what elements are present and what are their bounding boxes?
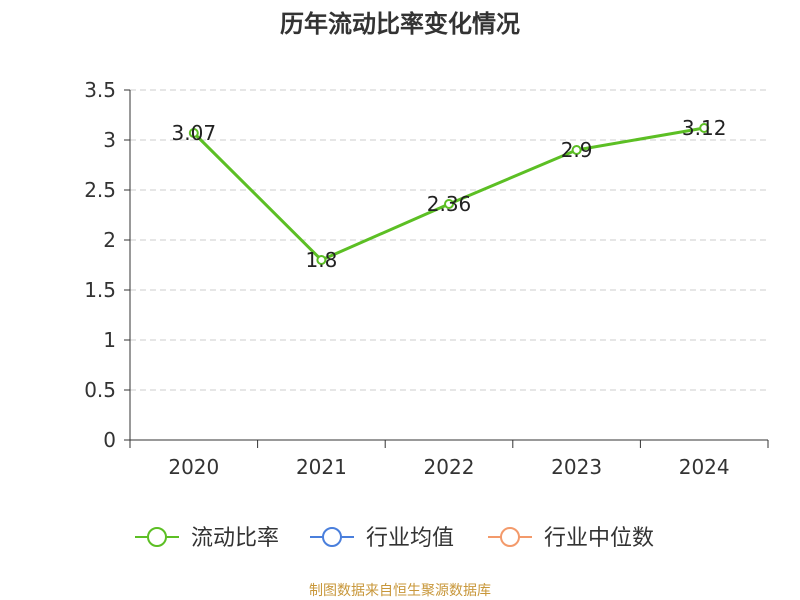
data-point bbox=[699, 123, 710, 133]
axes: 0 0.5 1 1.5 2 2.5 3 3.5 2020 2021 2022 2023 2024 bbox=[84, 78, 769, 479]
legend-marker bbox=[147, 527, 167, 547]
y-tick-label: 1.5 bbox=[84, 278, 116, 302]
chart-title: 历年流动比率变化情况 bbox=[280, 10, 520, 38]
data-point bbox=[316, 255, 327, 265]
data-label: 2.36 bbox=[427, 192, 472, 216]
data-point bbox=[444, 199, 454, 209]
y-tick-label: 2.5 bbox=[84, 178, 116, 202]
y-tick-label: 3.5 bbox=[84, 78, 116, 102]
data-label: 2.9 bbox=[561, 138, 593, 162]
legend-marker bbox=[500, 527, 520, 547]
x-tick-label: 2024 bbox=[679, 455, 730, 479]
x-tick-label: 2023 bbox=[551, 455, 602, 479]
y-tick-label: 0 bbox=[103, 428, 116, 452]
data-point bbox=[188, 128, 199, 138]
legend-label: 行业均值 bbox=[366, 526, 454, 551]
y-tick-label: 0.5 bbox=[84, 378, 116, 402]
legend-marker bbox=[322, 527, 342, 547]
data-labels: 3.07 1.8 2.36 2.9 3.12 bbox=[172, 116, 727, 272]
y-tick-label: 3 bbox=[103, 128, 116, 152]
source-note: 制图数据来自恒生聚源数据库 bbox=[309, 583, 491, 599]
data-label: 3.12 bbox=[682, 116, 727, 140]
x-tick-label: 2020 bbox=[168, 455, 219, 479]
legend-label: 行业中位数 bbox=[544, 526, 654, 551]
x-tick-label: 2022 bbox=[424, 455, 475, 479]
data-point bbox=[571, 145, 582, 155]
data-label: 3.07 bbox=[172, 121, 217, 145]
y-tick-label: 2 bbox=[103, 228, 116, 252]
legend-label: 流动比率 bbox=[191, 526, 279, 551]
grid bbox=[130, 89, 768, 391]
y-tick-label: 1 bbox=[103, 328, 116, 352]
legend: 流动比率 行业均值 行业中位数 bbox=[135, 526, 654, 551]
data-label: 1.8 bbox=[305, 248, 337, 272]
x-tick-label: 2021 bbox=[296, 455, 347, 479]
series bbox=[188, 123, 710, 265]
